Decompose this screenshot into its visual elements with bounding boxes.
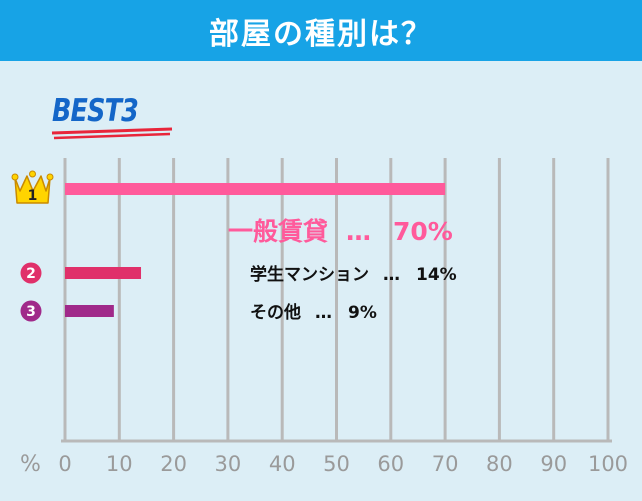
x-tick-label: 50 bbox=[323, 452, 350, 476]
x-axis-label: % bbox=[20, 452, 41, 477]
rank-3-icon: 3 bbox=[20, 300, 42, 322]
x-tick-label: 40 bbox=[269, 452, 296, 476]
x-tick-label: 30 bbox=[215, 452, 242, 476]
bar-label-rank-3: その他… 9% bbox=[250, 302, 377, 323]
x-tick-label: 60 bbox=[377, 452, 404, 476]
best3-underline bbox=[51, 127, 173, 140]
x-tick-label: 10 bbox=[106, 452, 133, 476]
header-bar: 部屋の種別は？ bbox=[0, 0, 642, 61]
page-title: 部屋の種別は？ bbox=[209, 16, 433, 52]
bar-label-rank-2: 学生マンション… 14% bbox=[250, 264, 457, 285]
rank-number: 3 bbox=[26, 304, 36, 320]
bar-rank-3 bbox=[65, 305, 114, 317]
bar-rank-2 bbox=[65, 267, 142, 279]
bar-label-rank-1: 一般賃貸… 70% bbox=[228, 217, 453, 246]
rank-number: 1 bbox=[28, 188, 38, 204]
x-tick-label: 80 bbox=[486, 452, 513, 476]
best3-badge: BEST3 bbox=[52, 93, 139, 129]
rank-2-icon: 2 bbox=[20, 262, 42, 284]
x-tick-label: 90 bbox=[540, 452, 567, 476]
x-tick-label: 70 bbox=[432, 452, 459, 476]
x-tick-label: 100 bbox=[588, 452, 628, 476]
x-tick-label: 0 bbox=[58, 452, 71, 476]
bar-rank-1 bbox=[65, 183, 446, 195]
x-tick-label: 20 bbox=[160, 452, 187, 476]
crown-icon: 1 bbox=[11, 170, 54, 204]
rank-number: 2 bbox=[26, 266, 36, 282]
